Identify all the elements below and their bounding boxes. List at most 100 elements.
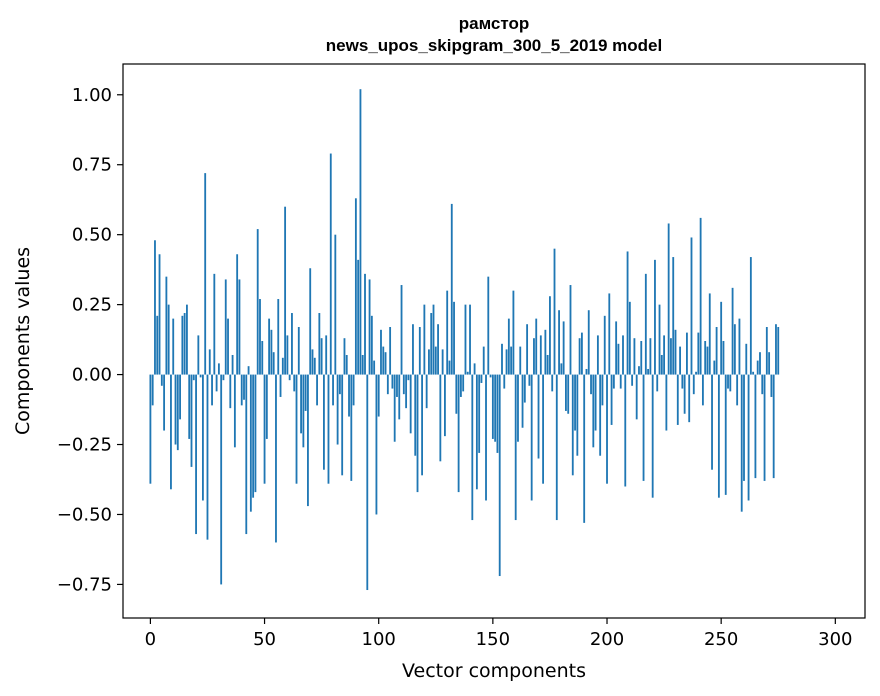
bar-51 — [265, 374, 268, 439]
bar-191 — [585, 368, 588, 375]
bar-68 — [304, 374, 307, 411]
bar-73 — [316, 374, 318, 406]
bar-175 — [549, 296, 551, 375]
bar-154 — [501, 343, 503, 375]
bar-178 — [555, 374, 558, 521]
bar-219 — [649, 338, 652, 375]
bar-143 — [475, 374, 478, 490]
bar-43 — [247, 366, 250, 375]
bar-92 — [359, 89, 362, 375]
bar-112 — [405, 374, 408, 409]
bar-172 — [542, 374, 544, 484]
bar-132 — [450, 203, 453, 375]
bar-31 — [220, 374, 223, 585]
bar-165 — [526, 324, 529, 375]
bar-16 — [186, 304, 188, 375]
bar-66 — [300, 374, 302, 434]
bar-26 — [208, 349, 211, 375]
bar-88 — [350, 374, 353, 481]
bar-218 — [647, 368, 650, 375]
bar-213 — [635, 374, 638, 420]
bar-115 — [412, 324, 414, 375]
bar-170 — [537, 374, 540, 459]
bar-202 — [610, 374, 613, 425]
bar-223 — [658, 304, 661, 375]
bar-231 — [676, 374, 679, 425]
bar-227 — [667, 223, 670, 375]
bar-198 — [601, 374, 604, 406]
bar-153 — [498, 374, 501, 577]
bar-225 — [663, 335, 666, 375]
bar-69 — [307, 374, 309, 507]
bar-221 — [654, 259, 656, 375]
bar-189 — [580, 332, 583, 375]
bar-149 — [489, 374, 492, 378]
bar-53 — [270, 329, 273, 375]
bar-117 — [416, 374, 419, 493]
x-tick-label: 250 — [704, 629, 738, 650]
bar-173 — [544, 329, 547, 375]
y-tick-label: −0.75 — [57, 574, 112, 595]
x-tick-label: 0 — [145, 629, 156, 650]
bar-164 — [523, 374, 526, 403]
x-tick-label: 200 — [590, 629, 624, 650]
bar-239 — [695, 371, 697, 375]
bar-29 — [215, 374, 218, 392]
bar-23 — [201, 374, 204, 501]
bar-248 — [715, 327, 718, 375]
bar-229 — [672, 257, 675, 375]
bar-18 — [190, 374, 193, 467]
bar-212 — [633, 338, 636, 375]
bar-56 — [277, 299, 280, 375]
bar-38 — [236, 254, 239, 375]
bar-98 — [373, 360, 376, 375]
bar-84 — [341, 374, 344, 476]
bar-86 — [345, 354, 348, 375]
x-tick-label: 150 — [476, 629, 510, 650]
bar-76 — [323, 374, 325, 470]
bar-14 — [181, 315, 184, 375]
bar-274 — [775, 324, 777, 375]
bar-136 — [459, 374, 462, 397]
bar-228 — [670, 338, 672, 375]
bar-39 — [238, 279, 241, 375]
bar-2 — [154, 240, 156, 375]
bar-255 — [731, 287, 734, 375]
bar-113 — [407, 374, 410, 381]
bar-27 — [211, 374, 213, 406]
y-tick-label: −0.25 — [57, 435, 112, 456]
bar-206 — [619, 374, 622, 389]
bar-142 — [473, 363, 476, 375]
bar-254 — [729, 374, 732, 392]
bar-204 — [615, 321, 618, 375]
bar-103 — [384, 352, 387, 375]
bar-236 — [688, 374, 691, 423]
y-tick-label: 0.75 — [72, 155, 112, 176]
bar-54 — [272, 352, 275, 375]
bar-57 — [279, 374, 282, 397]
bar-216 — [642, 374, 645, 481]
plot-frame — [122, 63, 866, 619]
bar-52 — [268, 318, 271, 375]
bar-251 — [722, 341, 725, 375]
bar-237 — [690, 237, 693, 375]
bar-22 — [199, 374, 202, 378]
x-axis: 0 50 100 150 200 250 300 — [145, 618, 852, 650]
bar-120 — [423, 304, 426, 375]
chart-title-line1: рамстор — [459, 14, 530, 33]
bar-59 — [284, 206, 287, 375]
bar-37 — [233, 374, 236, 448]
bar-222 — [656, 374, 659, 392]
bar-148 — [487, 276, 490, 375]
bar-49 — [261, 341, 264, 375]
bar-64 — [295, 374, 298, 484]
chart-title-line2: news_upos_skipgram_300_5_2019 model — [326, 36, 662, 55]
bar-129 — [444, 374, 446, 437]
bar-275 — [777, 327, 780, 375]
bar-210 — [628, 301, 631, 375]
bar-77 — [325, 335, 328, 375]
bar-163 — [521, 374, 524, 428]
bar-127 — [439, 374, 442, 462]
bar-7 — [165, 276, 168, 375]
bar-184 — [569, 285, 572, 375]
